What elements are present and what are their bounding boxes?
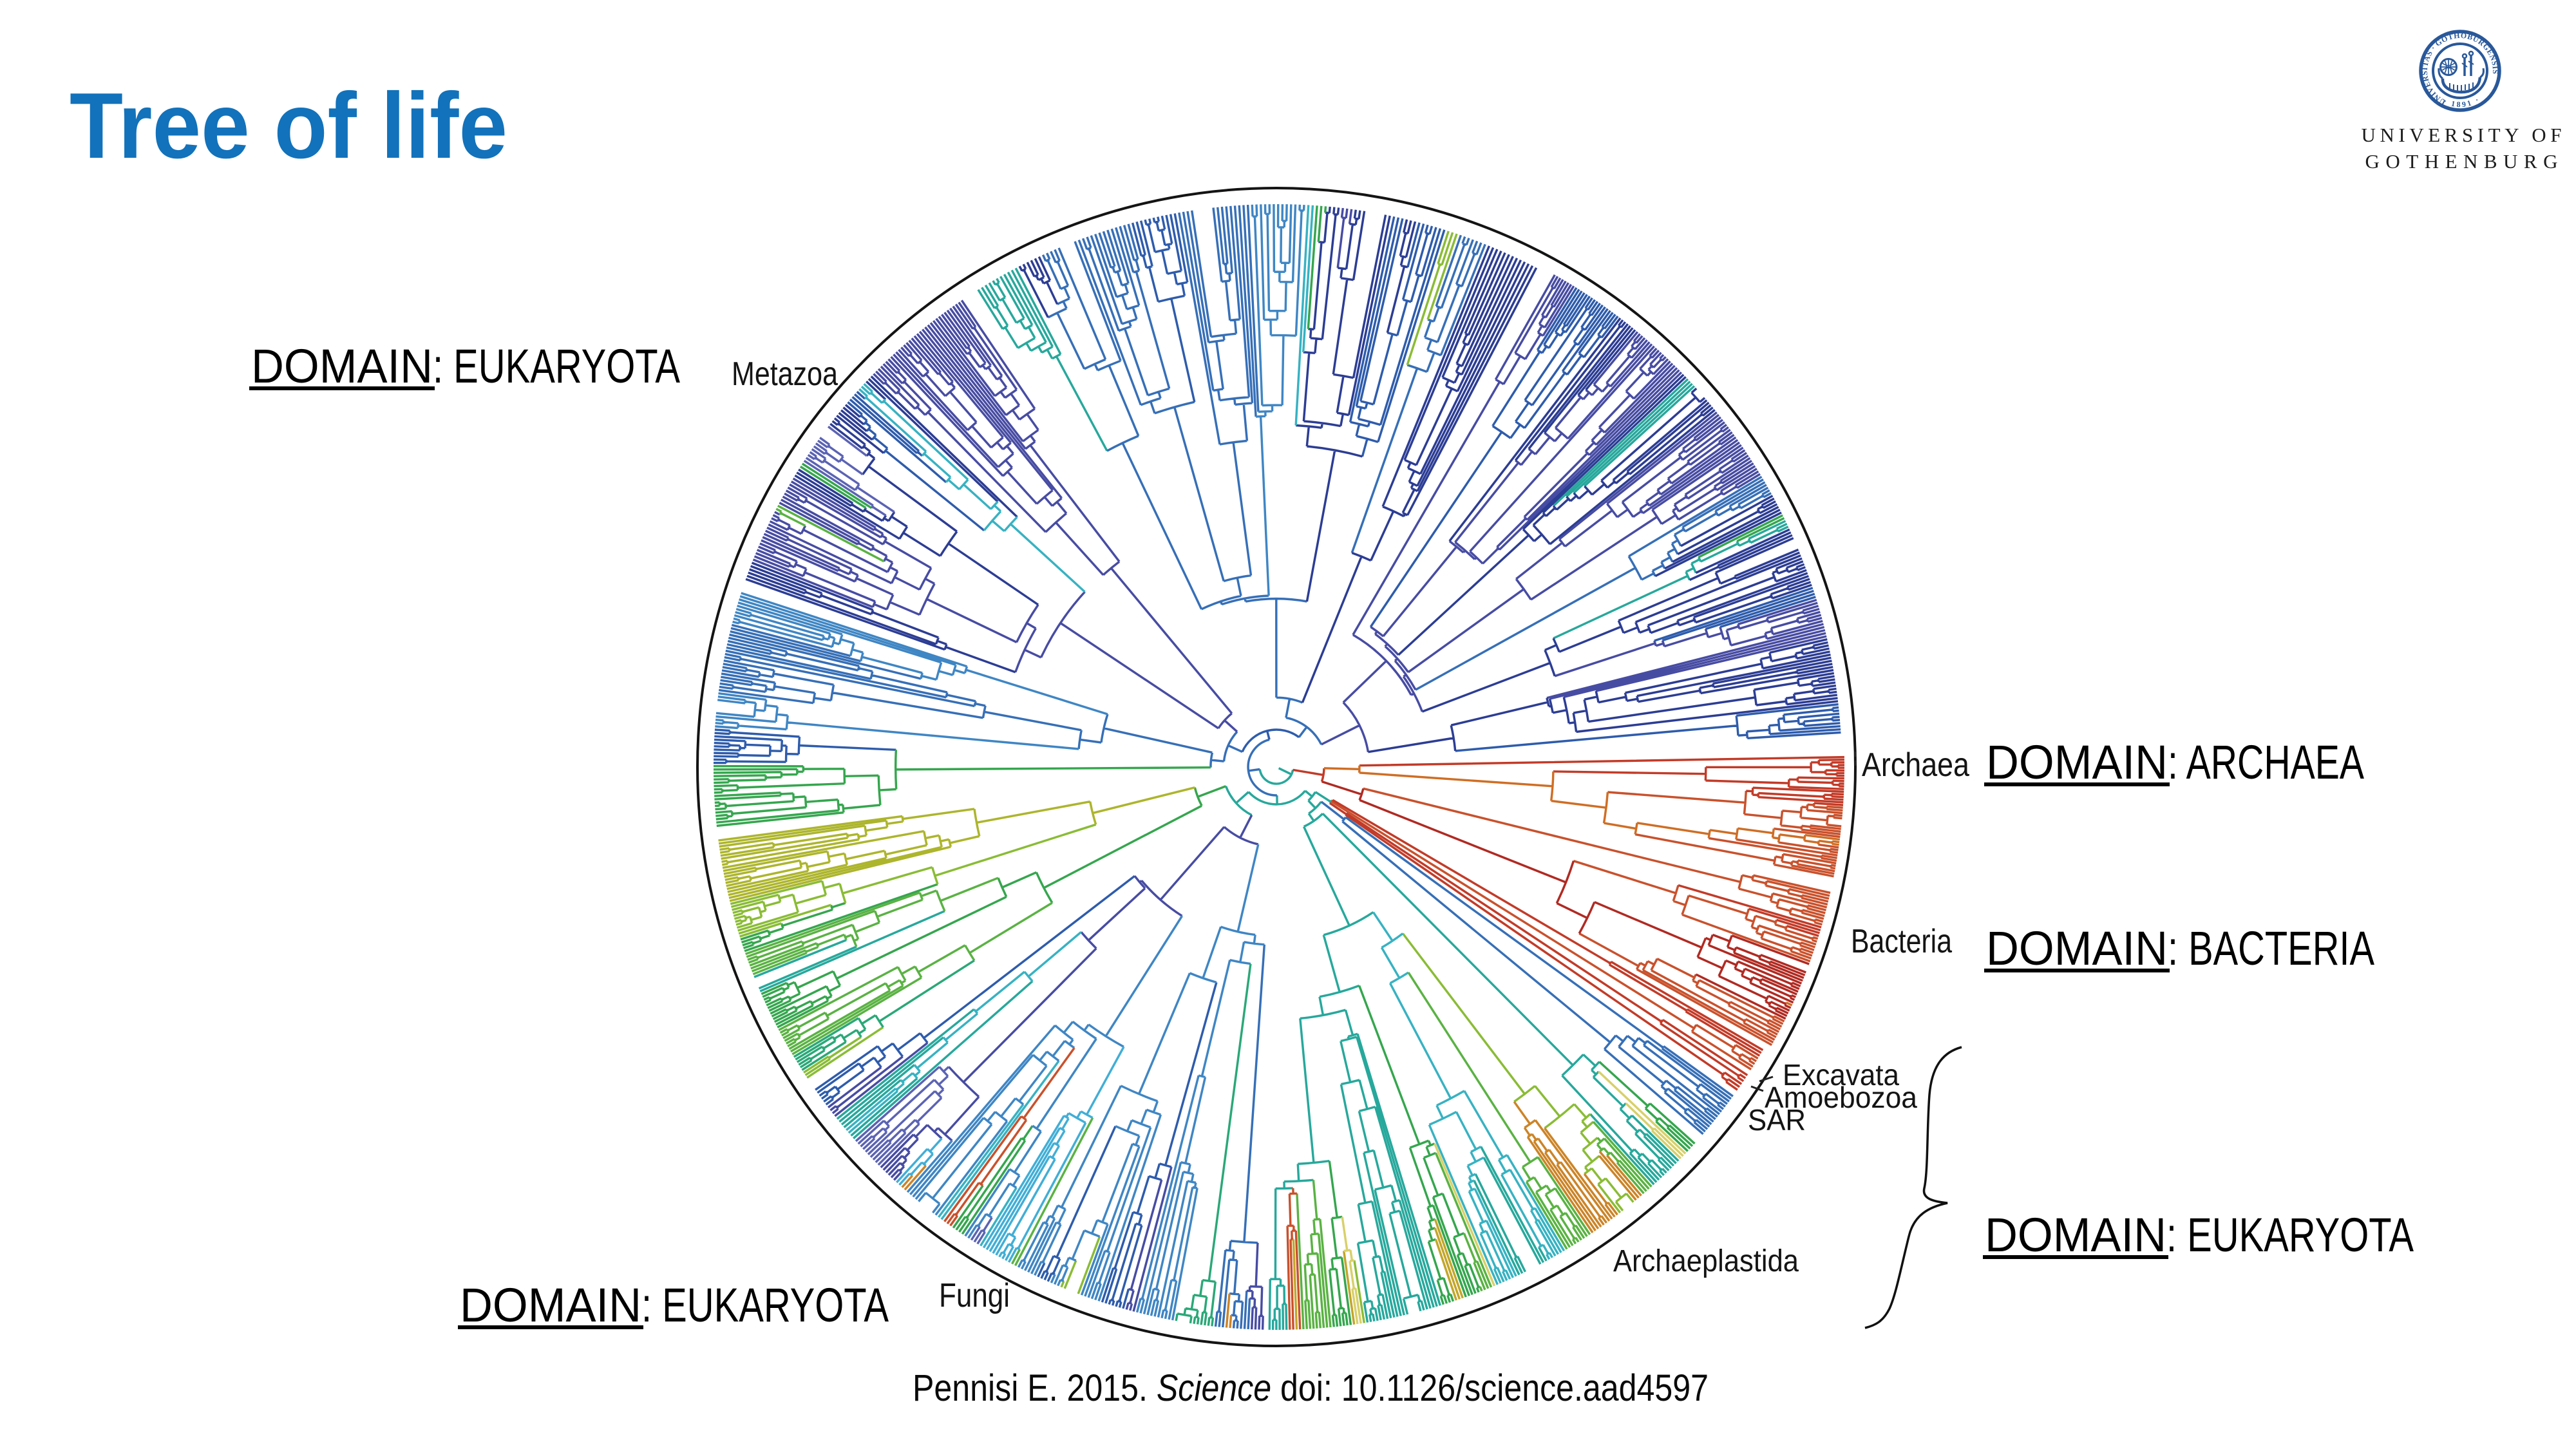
svg-text:: EUKARYOTA: : EUKARYOTA — [2166, 1208, 2414, 1262]
svg-text:Bacteria: Bacteria — [1851, 923, 1952, 960]
svg-text:Excavata: Excavata — [1783, 1058, 1899, 1092]
svg-text:DOMAIN: DOMAIN — [251, 339, 433, 393]
svg-text:DOMAIN: DOMAIN — [1985, 1208, 2166, 1262]
svg-text:SAR: SAR — [1748, 1103, 1806, 1137]
svg-text:Archaea: Archaea — [1862, 746, 1969, 784]
svg-text:UNIVERSITY OF: UNIVERSITY OF — [2362, 124, 2562, 146]
svg-text:: EUKARYOTA: : EUKARYOTA — [433, 339, 680, 393]
svg-text:DOMAIN: DOMAIN — [460, 1278, 641, 1332]
svg-text:GOTHENBURG: GOTHENBURG — [2365, 150, 2558, 173]
svg-text:Pennisi E. 2015. Science doi:: Pennisi E. 2015. Science doi: 10.1126/sc… — [913, 1367, 1709, 1409]
svg-text:Tree of life: Tree of life — [70, 73, 507, 178]
svg-text:Amoebozoa: Amoebozoa — [1765, 1081, 1917, 1114]
svg-text:Metazoa: Metazoa — [732, 355, 838, 393]
svg-text:Fungi: Fungi — [939, 1277, 1010, 1314]
svg-text:: ARCHAEA: : ARCHAEA — [2168, 735, 2364, 789]
svg-text:Archaeplastida: Archaeplastida — [1613, 1244, 1799, 1278]
svg-text:DOMAIN: DOMAIN — [1986, 735, 2168, 789]
svg-text:: EUKARYOTA: : EUKARYOTA — [641, 1278, 889, 1332]
svg-text:DOMAIN: DOMAIN — [1986, 922, 2168, 975]
svg-text:: BACTERIA: : BACTERIA — [2168, 922, 2374, 975]
